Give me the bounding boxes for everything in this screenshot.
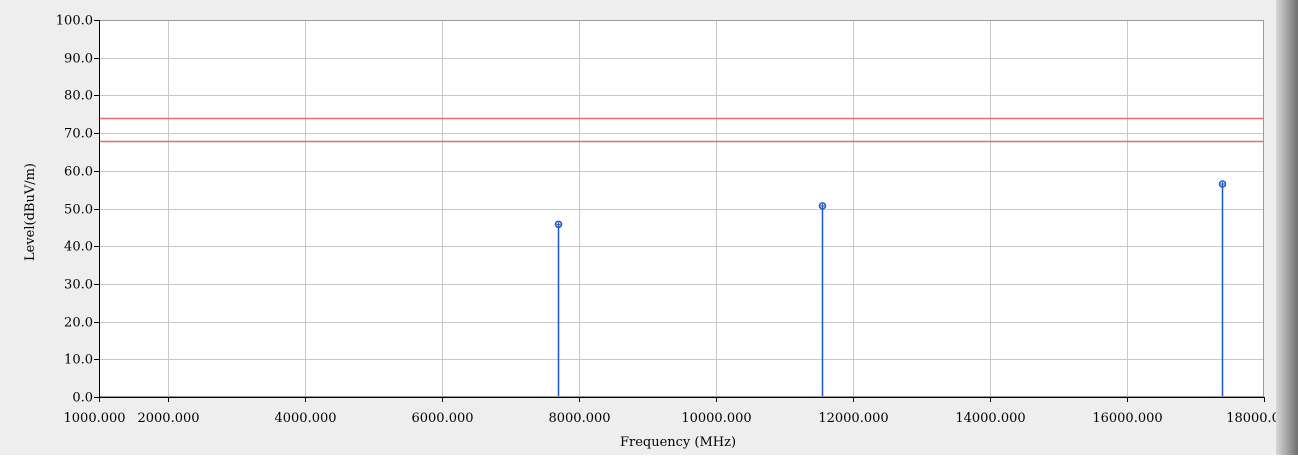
stem-marker: [554, 220, 563, 229]
plot-area: [99, 20, 1264, 397]
y-tick-label: 20.0: [64, 316, 93, 331]
x-tick-label: 16000.000: [1092, 411, 1162, 426]
data-series: [554, 180, 1227, 397]
y-tick-label: 0.0: [72, 391, 93, 406]
x-tick-label: 8000.000: [548, 411, 610, 426]
y-tick-label: 90.0: [64, 52, 93, 67]
x-tick-label: 10000.000: [681, 411, 751, 426]
x-tick-label: 6000.000: [411, 411, 473, 426]
stem-marker: [1218, 180, 1227, 188]
y-tick-label: 40.0: [64, 240, 93, 255]
y-tick-label: 50.0: [64, 203, 93, 218]
limit-lines: [99, 117, 1264, 143]
x-tick-label: 4000.000: [274, 411, 336, 426]
window-edge: [1276, 0, 1298, 455]
y-tick-label: 100.0: [56, 14, 93, 29]
x-tick-label: 2000.000: [137, 411, 199, 426]
grid-lines: [99, 20, 1264, 397]
stem-marker: [818, 202, 827, 210]
x-tick-label: 1000.000: [64, 411, 126, 426]
x-tick-label: 14000.000: [955, 411, 1025, 426]
y-tick-label: 70.0: [64, 127, 93, 142]
y-axis-title: Level(dBuV/m): [23, 163, 38, 261]
y-tick-label: 80.0: [64, 89, 93, 104]
axes: 0.0 10.0 20.0 30.0 40.0 50.0 60.0 70.0 80.0 90.0 1…: [56, 14, 1297, 427]
y-tick-label: 60.0: [64, 165, 93, 180]
x-axis-title: Frequency (MHz): [620, 435, 736, 450]
y-tick-label: 30.0: [64, 278, 93, 293]
y-tick-label: 10.0: [64, 353, 93, 368]
x-tick-label: 12000.000: [818, 411, 888, 426]
